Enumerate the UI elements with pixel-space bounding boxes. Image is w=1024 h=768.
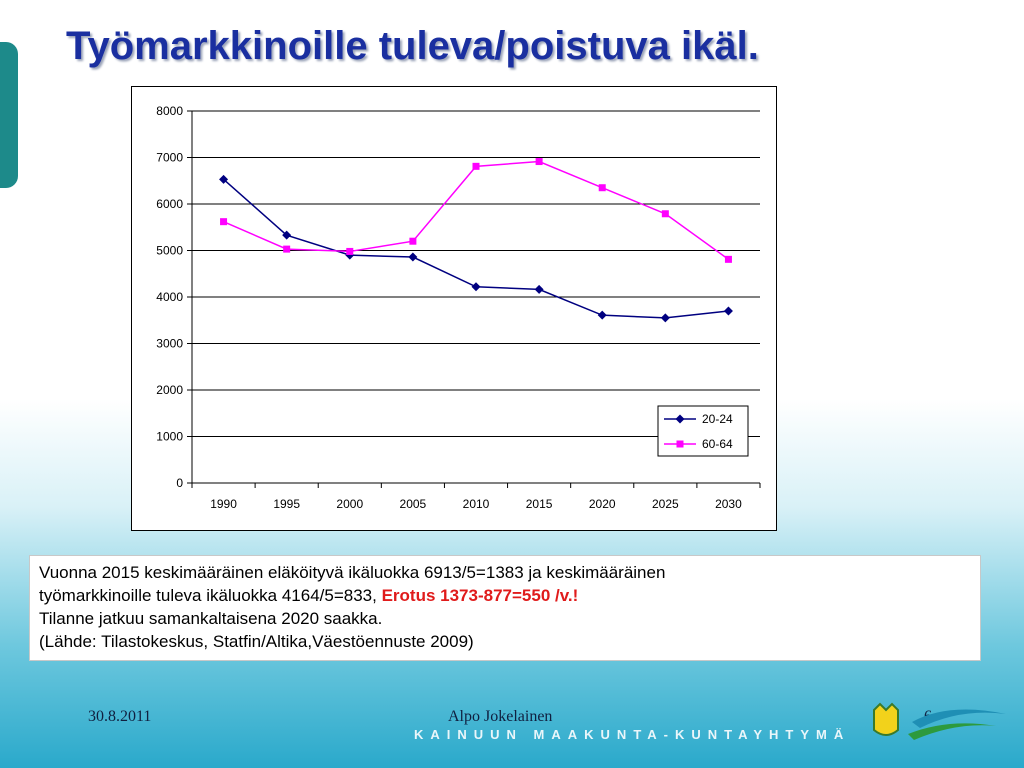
legend-label: 20-24	[702, 412, 733, 426]
x-tick-label: 2025	[652, 497, 679, 511]
data-point-60-64	[220, 218, 228, 226]
x-tick-label: 1995	[273, 497, 300, 511]
legend-marker-20-24	[675, 414, 685, 424]
y-tick-label: 0	[176, 476, 183, 490]
x-tick-label: 2005	[400, 497, 427, 511]
x-tick-label: 2010	[463, 497, 490, 511]
legend-marker-60-64	[676, 440, 684, 448]
data-point-20-24	[471, 282, 481, 292]
kainuu-logo	[873, 702, 1006, 740]
data-point-60-64	[472, 162, 480, 170]
x-tick-label: 2020	[589, 497, 616, 511]
data-point-60-64	[724, 255, 732, 263]
y-tick-label: 6000	[156, 197, 183, 211]
left-accent-tab	[0, 42, 18, 188]
x-tick-label: 2030	[715, 497, 742, 511]
x-tick-label: 1990	[210, 497, 237, 511]
info-line-1: Vuonna 2015 keskimääräinen eläköityvä ik…	[39, 563, 666, 582]
info-line-2-text: työmarkkinoille tuleva ikäluokka 4164/5=…	[39, 586, 382, 605]
slide-title: Työmarkkinoille tuleva/poistuva ikäl.	[66, 24, 759, 68]
y-tick-label: 1000	[156, 430, 183, 444]
info-textbox: Vuonna 2015 keskimääräinen eläköityvä ik…	[29, 555, 981, 661]
data-point-20-24	[597, 310, 607, 320]
info-line-2: työmarkkinoille tuleva ikäluokka 4164/5=…	[39, 584, 971, 607]
data-point-60-64	[283, 245, 291, 253]
y-tick-label: 3000	[156, 337, 183, 351]
legend-label: 60-64	[702, 437, 733, 451]
line-chart: 0 1000 2000 3000 4000 5000 6000 7000 8000 1990 199…	[131, 86, 777, 531]
data-point-20-24	[282, 230, 292, 240]
y-tick-label: 2000	[156, 383, 183, 397]
difference-highlight: Erotus 1373-877=550 /v.!	[381, 586, 579, 605]
series-line-60-64	[223, 160, 729, 260]
legend-box	[657, 405, 749, 457]
data-point-20-24	[660, 313, 670, 323]
info-line-3: Tilanne jatkuu samankaltaisena 2020 saak…	[39, 609, 383, 628]
data-point-20-24	[219, 174, 229, 184]
data-point-60-64	[598, 184, 606, 192]
y-tick-label: 4000	[156, 290, 183, 304]
y-tick-label: 5000	[156, 244, 183, 258]
y-tick-label: 7000	[156, 151, 183, 165]
data-point-60-64	[661, 210, 669, 218]
source-line: (Lähde: Tilastokeskus, Statfin/Altika,Vä…	[39, 632, 474, 651]
y-tick-label: 8000	[156, 104, 183, 118]
x-tick-label: 2015	[526, 497, 553, 511]
data-point-20-24	[723, 306, 733, 316]
data-point-20-24	[534, 284, 544, 294]
x-tick-label: 2000	[336, 497, 363, 511]
footer-date: 30.8.2011	[88, 708, 152, 725]
data-point-60-64	[409, 237, 417, 245]
organization-name: KAINUUN MAAKUNTA-KUNTAYHTYMÄ	[414, 727, 851, 742]
chart-svg: 0 1000 2000 3000 4000 5000 6000 7000 8000 1990 199…	[156, 104, 761, 511]
footer-author: Alpo Jokelainen	[448, 708, 553, 725]
data-point-60-64	[535, 158, 543, 166]
data-point-20-24	[408, 252, 418, 262]
data-point-60-64	[346, 247, 354, 255]
